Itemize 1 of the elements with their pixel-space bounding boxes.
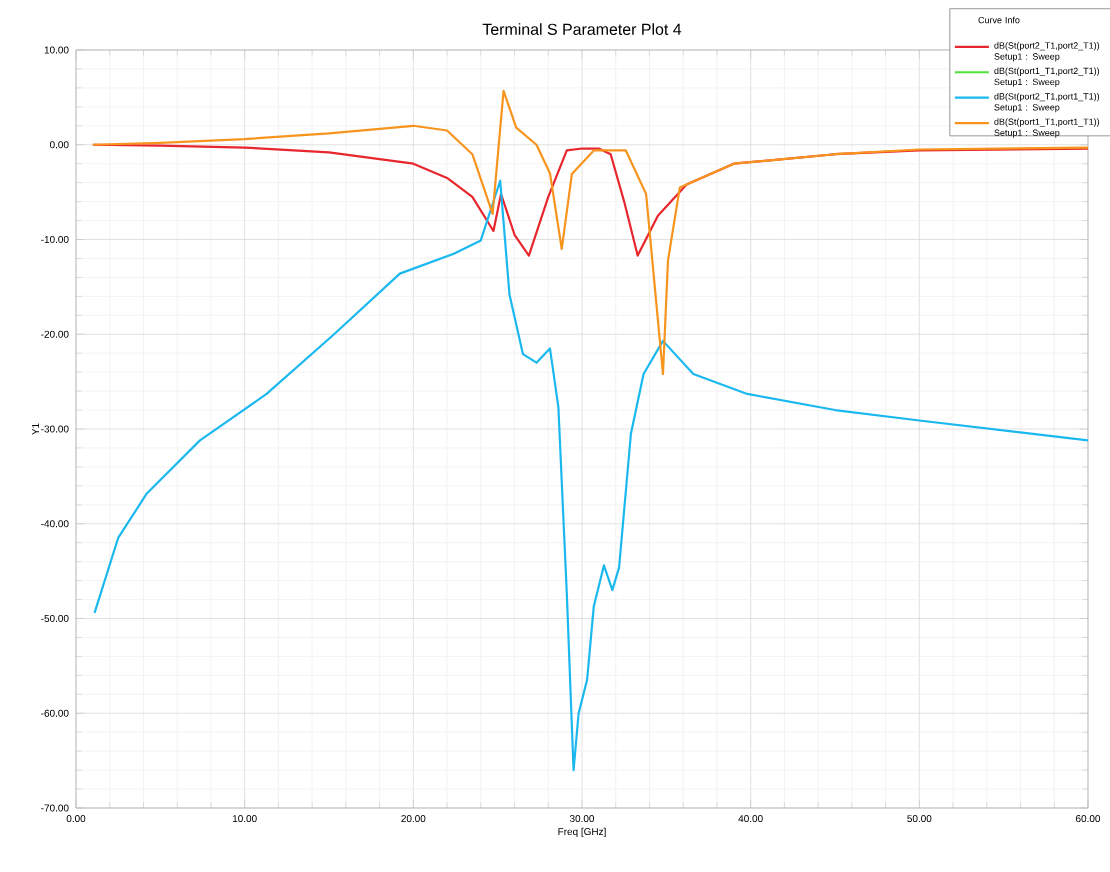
- line-series: [93, 179, 1088, 772]
